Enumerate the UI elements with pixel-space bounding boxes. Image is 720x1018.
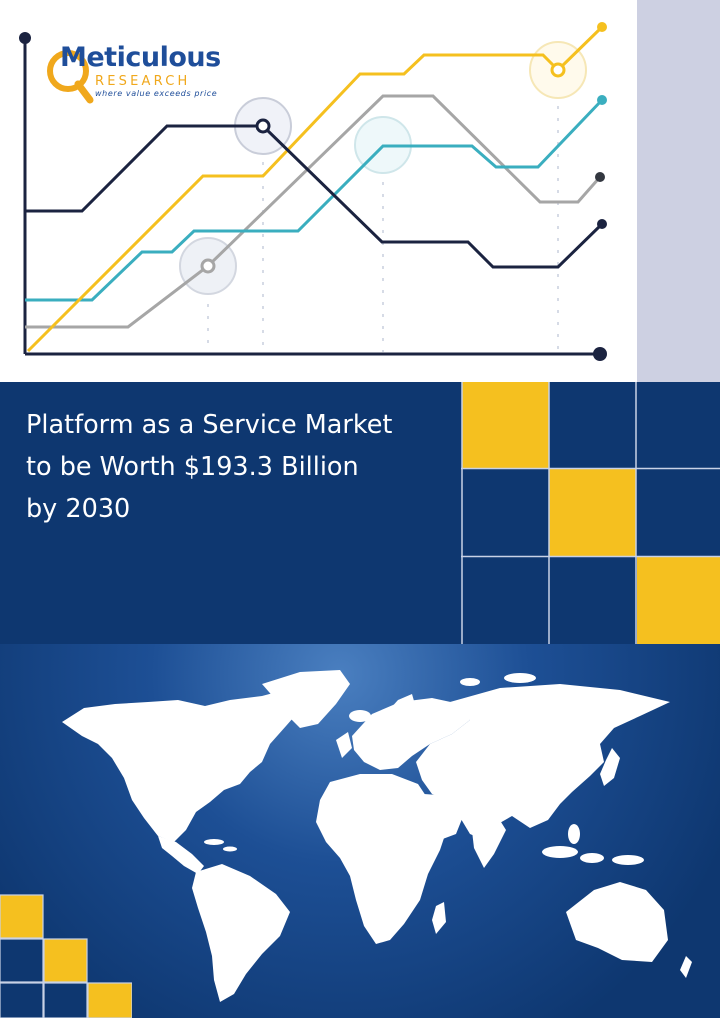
line-chart-graphic xyxy=(19,22,607,361)
dark-series-line xyxy=(25,124,604,269)
logo-sub-text: RESEARCH xyxy=(95,74,191,89)
gray-series-marker xyxy=(200,258,216,274)
meticulous-research-logo: Meticulous RESEARCH where value exceeds … xyxy=(40,38,240,108)
continents xyxy=(62,670,692,1002)
axis-end-dot xyxy=(593,347,607,361)
world-map-section xyxy=(0,644,720,1018)
gray-series-end-dot xyxy=(595,172,605,182)
logo-tagline: where value exceeds price xyxy=(95,89,218,98)
dark-series-marker xyxy=(255,118,271,134)
magnifier-logo-icon xyxy=(47,50,94,104)
teal-series-line xyxy=(25,98,604,302)
gold-tile xyxy=(0,894,44,939)
corner-tile-decoration xyxy=(0,894,132,1018)
teal-series-end-dot xyxy=(597,95,607,105)
world-map-icon xyxy=(0,644,720,1018)
title-line: by 2030 xyxy=(26,494,131,524)
gold-tile xyxy=(43,938,88,983)
title-line: Platform as a Service Market xyxy=(26,410,393,440)
gray-series-line xyxy=(25,94,602,329)
report-title: Platform as a Service Market to be Worth… xyxy=(26,404,456,530)
gold-tile xyxy=(462,382,549,468)
dark-series-end-dot xyxy=(597,219,607,229)
checker-tile-grid xyxy=(461,382,720,644)
title-line: to be Worth $193.3 Billion xyxy=(26,452,359,482)
gold-tile xyxy=(87,982,132,1018)
gold-tile xyxy=(549,469,636,556)
logo-brand-text: Meticulous xyxy=(60,42,221,73)
top-graphic-panel: Meticulous RESEARCH where value exceeds … xyxy=(0,0,720,382)
gold-tile xyxy=(637,557,720,644)
gold-series-marker xyxy=(550,62,566,78)
axis-end-dot xyxy=(19,32,31,44)
gold-series-end-dot xyxy=(597,22,607,32)
lavender-side-strip xyxy=(637,0,720,382)
